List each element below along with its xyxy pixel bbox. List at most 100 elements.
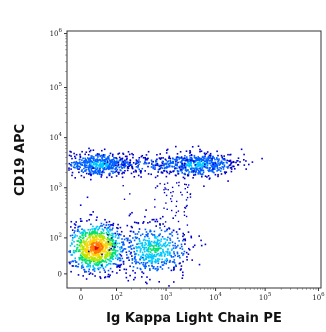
data-point: [93, 171, 96, 174]
data-point: [107, 230, 109, 232]
data-point: [149, 268, 151, 270]
data-point: [221, 157, 224, 160]
data-point: [103, 148, 106, 151]
data-point: [194, 166, 197, 169]
data-point: [71, 234, 74, 237]
data-point: [136, 236, 139, 239]
data-point: [99, 234, 102, 237]
data-point: [92, 255, 94, 257]
data-point: [92, 252, 95, 255]
data-point: [201, 173, 203, 176]
data-point: [119, 159, 122, 162]
data-point: [93, 156, 95, 158]
data-point: [141, 254, 144, 256]
data-point: [119, 246, 121, 249]
data-point: [210, 161, 213, 163]
data-point: [92, 149, 95, 151]
data-point: [88, 250, 90, 253]
data-point: [91, 257, 93, 260]
data-point: [106, 159, 109, 162]
data-point: [140, 268, 142, 271]
data-point: [116, 264, 118, 266]
data-point: [195, 167, 198, 169]
data-point: [75, 261, 77, 263]
data-point: [143, 265, 145, 267]
data-point: [90, 161, 93, 163]
data-point: [99, 251, 102, 254]
data-point: [152, 254, 155, 257]
data-point: [140, 257, 142, 259]
data-point: [112, 167, 114, 170]
data-point: [107, 275, 109, 278]
data-point: [147, 248, 150, 251]
data-point: [80, 241, 82, 244]
data-point: [77, 165, 80, 168]
data-point: [137, 165, 139, 167]
data-point: [181, 166, 183, 168]
data-point: [192, 167, 195, 170]
data-point: [108, 220, 111, 223]
data-point: [94, 167, 96, 170]
data-point: [127, 239, 129, 242]
data-point: [78, 241, 81, 244]
data-point: [178, 255, 181, 257]
data-point: [184, 172, 186, 175]
data-point: [204, 162, 207, 165]
data-point: [142, 257, 145, 260]
data-point: [96, 158, 99, 160]
data-point: [175, 264, 177, 266]
data-point: [92, 246, 94, 248]
data-point: [190, 168, 192, 170]
data-point: [102, 169, 105, 171]
data-point: [140, 155, 143, 158]
data-point: [95, 163, 98, 165]
data-point: [229, 167, 232, 169]
data-point: [143, 238, 145, 241]
data-point: [141, 167, 144, 170]
data-point: [156, 158, 158, 161]
data-point: [171, 161, 173, 164]
data-point: [181, 168, 184, 170]
data-point: [97, 233, 99, 235]
data-point: [145, 246, 148, 249]
data-point: [90, 178, 92, 181]
data-point: [198, 165, 200, 167]
data-point: [153, 245, 155, 248]
data-point: [184, 166, 187, 169]
data-point: [237, 164, 239, 166]
data-point: [126, 162, 128, 164]
data-point: [148, 265, 150, 267]
data-point: [243, 159, 245, 161]
data-point: [102, 230, 105, 232]
data-point: [100, 232, 103, 235]
data-point: [136, 160, 138, 162]
data-point: [120, 230, 123, 233]
data-point: [183, 162, 186, 165]
data-point: [112, 252, 114, 255]
data-point: [116, 161, 119, 164]
data-point: [90, 260, 92, 263]
data-point: [86, 265, 88, 268]
data-point: [99, 233, 101, 235]
data-point: [111, 237, 113, 239]
data-point: [95, 262, 97, 264]
data-point: [104, 276, 107, 278]
data-point: [107, 167, 109, 169]
data-point: [95, 165, 98, 168]
data-point: [82, 252, 84, 255]
data-point: [99, 161, 102, 164]
data-point: [157, 253, 160, 255]
data-point: [84, 170, 87, 172]
data-point: [157, 268, 159, 271]
data-point: [91, 167, 93, 170]
data-point: [80, 236, 82, 239]
data-point: [89, 238, 92, 241]
data-point: [204, 243, 207, 246]
data-point: [187, 162, 190, 165]
data-point: [161, 252, 163, 254]
data-point: [110, 170, 113, 173]
data-point: [79, 239, 82, 241]
data-point: [158, 164, 160, 167]
data-point: [94, 252, 97, 255]
data-point: [221, 166, 223, 168]
